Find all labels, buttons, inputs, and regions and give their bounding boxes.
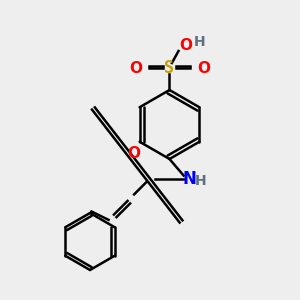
Text: N: N: [182, 169, 196, 188]
Text: O: O: [197, 61, 210, 76]
Text: H: H: [195, 174, 207, 188]
Text: H: H: [194, 35, 205, 49]
Text: S: S: [164, 59, 175, 77]
Text: O: O: [179, 38, 193, 52]
Text: O: O: [129, 61, 142, 76]
Text: O: O: [127, 146, 140, 161]
